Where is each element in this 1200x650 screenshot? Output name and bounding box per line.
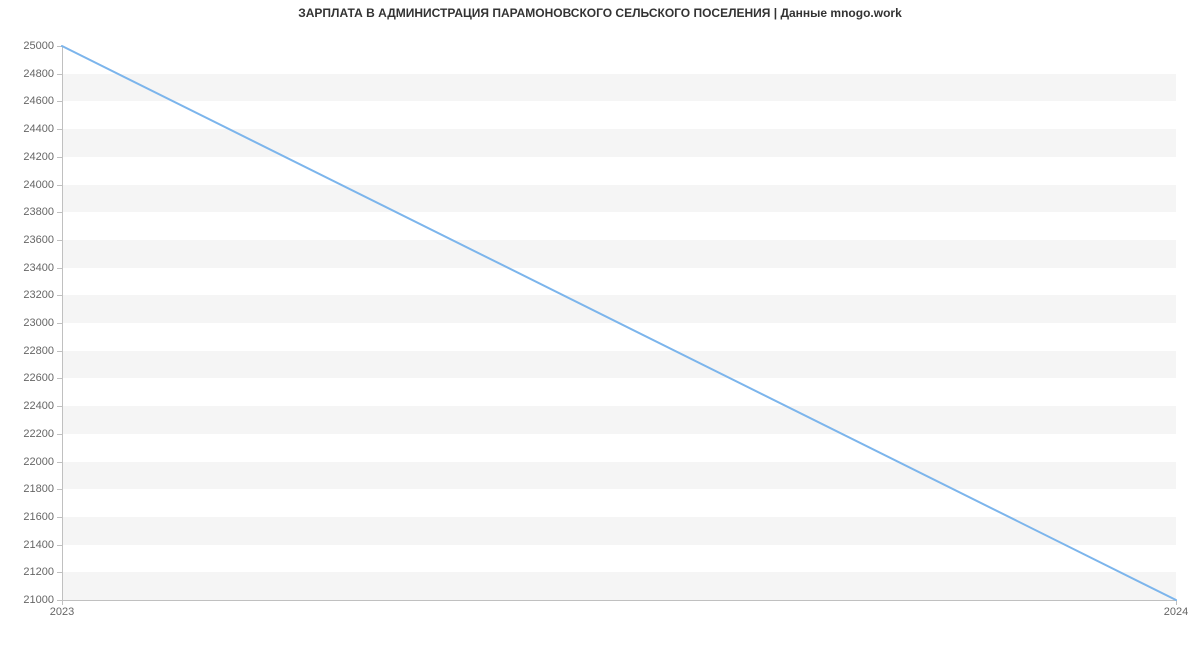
y-tick-label: 23200 bbox=[23, 289, 54, 301]
y-tick-label: 24400 bbox=[23, 123, 54, 135]
x-tick-label: 2023 bbox=[50, 606, 74, 618]
y-tick-label: 21800 bbox=[23, 483, 54, 495]
y-tick-label: 24200 bbox=[23, 151, 54, 163]
y-tick-label: 21600 bbox=[23, 511, 54, 523]
y-tick-label: 22000 bbox=[23, 456, 54, 468]
y-tick-label: 22600 bbox=[23, 372, 54, 384]
series-layer bbox=[62, 46, 1176, 600]
y-tick-label: 21200 bbox=[23, 566, 54, 578]
y-tick-label: 22400 bbox=[23, 400, 54, 412]
y-tick-label: 22800 bbox=[23, 345, 54, 357]
chart-title: ЗАРПЛАТА В АДМИНИСТРАЦИЯ ПАРАМОНОВСКОГО … bbox=[0, 6, 1200, 20]
y-tick-label: 22200 bbox=[23, 428, 54, 440]
salary-chart: ЗАРПЛАТА В АДМИНИСТРАЦИЯ ПАРАМОНОВСКОГО … bbox=[0, 0, 1200, 650]
plot-area: 2100021200214002160021800220002220022400… bbox=[62, 46, 1176, 600]
y-tick-label: 23400 bbox=[23, 262, 54, 274]
y-tick-label: 24600 bbox=[23, 95, 54, 107]
y-tick-label: 21000 bbox=[23, 594, 54, 606]
y-tick-label: 23000 bbox=[23, 317, 54, 329]
y-tick-label: 21400 bbox=[23, 539, 54, 551]
series-line-salary bbox=[62, 46, 1176, 600]
x-tick-label: 2024 bbox=[1164, 606, 1188, 618]
x-axis-line bbox=[62, 600, 1176, 601]
y-tick-label: 25000 bbox=[23, 40, 54, 52]
y-tick-label: 24000 bbox=[23, 179, 54, 191]
y-tick-label: 23600 bbox=[23, 234, 54, 246]
y-tick-label: 24800 bbox=[23, 68, 54, 80]
y-tick-label: 23800 bbox=[23, 206, 54, 218]
